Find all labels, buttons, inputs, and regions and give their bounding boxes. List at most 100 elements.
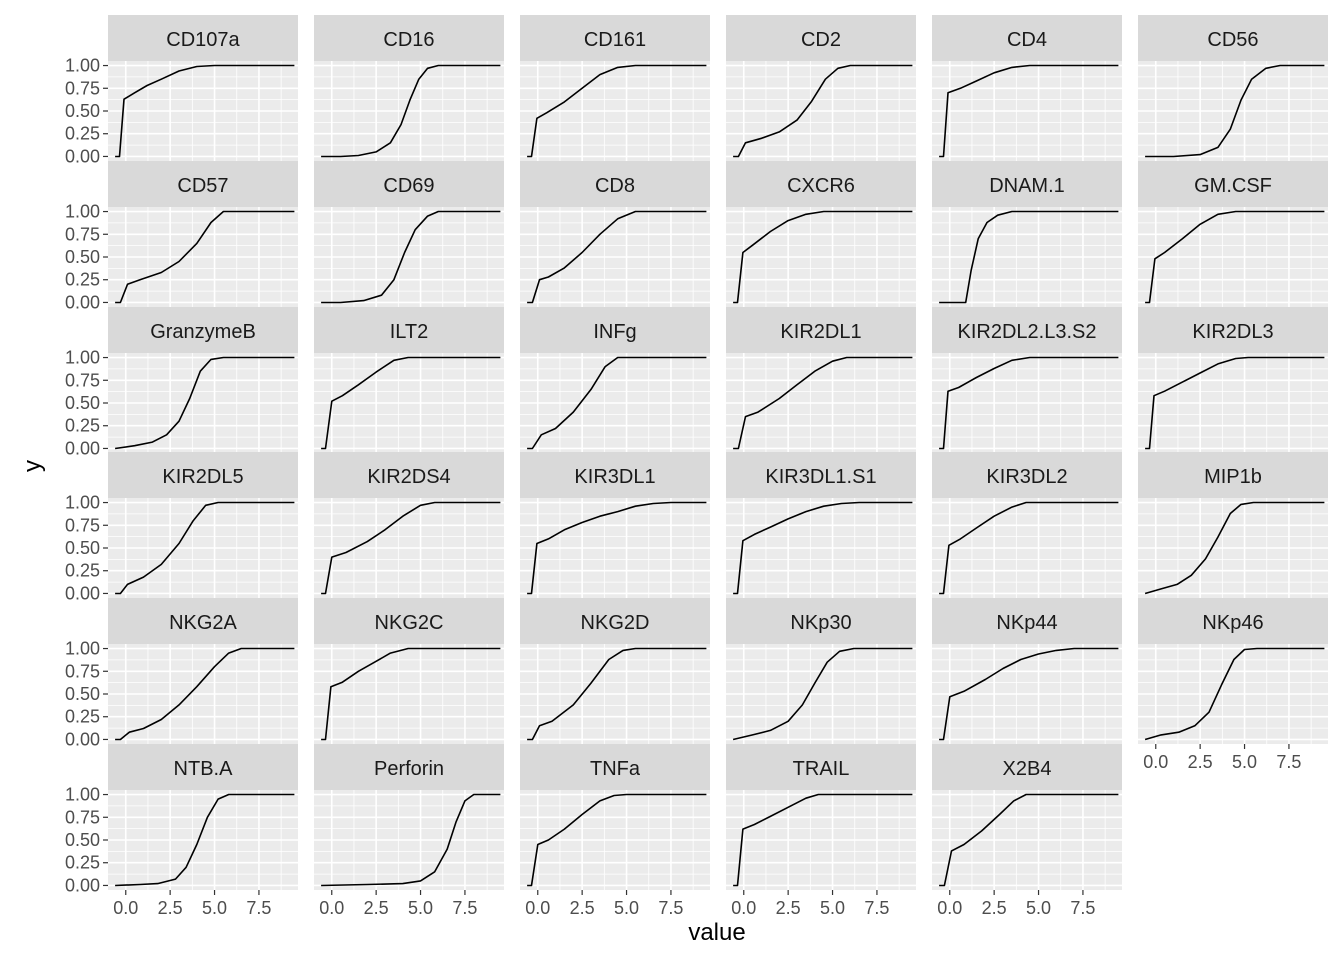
facet-panel: X2B4 0.0 2.5 5.0 7.5: [932, 744, 1122, 918]
cdf-line: [527, 356, 707, 450]
facet-strip-label: NKp46: [1202, 612, 1263, 634]
facet-panel: NKp44: [932, 598, 1122, 744]
facet-strip: [726, 598, 916, 644]
cdf-line: [939, 64, 1119, 158]
x-tick-label: 7.5: [452, 898, 477, 918]
facet-strip-label: KIR3DL2: [986, 466, 1067, 488]
cdf-line: [733, 210, 913, 304]
facet-strip-label: CD161: [584, 29, 646, 51]
facet-strip-label: NKp44: [996, 612, 1057, 634]
facet-panel: DNAM.1: [932, 161, 1122, 307]
y-tick-label: 0.75: [65, 661, 100, 681]
cdf-line: [732, 647, 913, 741]
x-tick-label: 0.0: [937, 898, 962, 918]
y-tick-label: 0.00: [65, 438, 100, 458]
facet-strip-label: NKG2D: [581, 612, 650, 634]
facet-panel: KIR3DL1.S1: [726, 452, 916, 598]
cdf-line: [527, 647, 707, 741]
cdf-line: [115, 793, 295, 887]
facet-panel: GranzymeB 0.000.25 0.50 0.751.00: [65, 307, 298, 458]
y-tick-label: 1.00: [65, 56, 100, 76]
x-tick-label: 0.0: [731, 898, 756, 918]
y-tick-label: 1.00: [65, 785, 100, 805]
facet-strip: [314, 307, 504, 353]
cdf-line: [1144, 501, 1325, 595]
facet-strip: [932, 161, 1122, 207]
cdf-line: [321, 210, 501, 304]
facet-strip: [520, 744, 710, 790]
facet-strip-label: INFg: [593, 321, 636, 343]
facet-strip: [108, 452, 298, 498]
cdf-line: [527, 793, 707, 887]
cdf-line: [321, 356, 501, 450]
facet-panel: Perforin 0.0 2.5 5.0 7.5: [314, 744, 504, 918]
facet-strip: [932, 15, 1122, 61]
facet-panel: NKG2C: [314, 598, 504, 744]
x-tick-label: 0.0: [525, 898, 550, 918]
facet-panel: CD56: [1138, 15, 1328, 161]
facet-panel: TNFa 0.0 2.5 5.0 7.5: [520, 744, 710, 918]
facet-strip-label: KIR2DS4: [367, 466, 450, 488]
cdf-line: [527, 501, 707, 595]
facet-panel: CD161: [520, 15, 710, 161]
cdf-line: [321, 647, 501, 741]
facet-panel: NKp30: [726, 598, 916, 744]
y-tick-label: 0.00: [65, 292, 100, 312]
x-tick-label: 2.5: [982, 898, 1007, 918]
facet-panel: MIP1b: [1138, 452, 1328, 598]
y-tick-label: 0.50: [65, 684, 100, 704]
facet-strip-label: X2B4: [1003, 758, 1052, 780]
cdf-line: [1145, 356, 1325, 450]
y-tick-label: 0.50: [65, 247, 100, 267]
cdf-line: [115, 647, 295, 741]
y-tick-label: 0.25: [65, 561, 100, 581]
cdf-line: [527, 64, 707, 158]
facet-strip-label: TRAIL: [793, 758, 850, 780]
cdf-line: [939, 647, 1119, 741]
cdf-line: [939, 210, 1119, 304]
x-tick-label: 5.0: [408, 898, 433, 918]
y-tick-label: 1.00: [65, 202, 100, 222]
facet-panel: KIR2DL5 0.000.25 0.50 0.751.00: [65, 452, 298, 603]
facet-panel: KIR2DL2.L3.S2: [932, 307, 1122, 453]
y-tick-label: 0.75: [65, 78, 100, 98]
x-tick-label: 2.5: [1188, 752, 1213, 772]
cdf-line: [115, 64, 295, 158]
facet-strip: [726, 452, 916, 498]
facet-panel: CD2: [726, 15, 916, 161]
x-tick-label: 7.5: [1276, 752, 1301, 772]
facet-panel: KIR2DL1: [726, 307, 916, 453]
facet-strip: [520, 307, 710, 353]
facet-strip: [314, 452, 504, 498]
cdf-line: [939, 793, 1119, 887]
facet-panel: INFg: [520, 307, 710, 453]
facet-strip-label: CD56: [1207, 29, 1258, 51]
cdf-line: [527, 210, 707, 304]
y-tick-label: 0.50: [65, 830, 100, 850]
facet-strip-label: CD69: [383, 175, 434, 197]
cdf-line: [321, 793, 501, 887]
x-tick-label: 0.0: [113, 898, 138, 918]
facet-strip: [108, 161, 298, 207]
facet-strip: [520, 15, 710, 61]
facet-panel: GM.CSF: [1138, 161, 1328, 307]
facet-strip-label: CD107a: [166, 29, 240, 51]
y-tick-label: 0.00: [65, 729, 100, 749]
facet-strip: [314, 598, 504, 644]
facet-strip-label: CD8: [595, 175, 635, 197]
facet-panel: KIR3DL2: [932, 452, 1122, 598]
facet-strip: [726, 161, 916, 207]
facet-strip-label: TNFa: [590, 758, 641, 780]
facet-panel: KIR3DL1: [520, 452, 710, 598]
facet-strip-label: GranzymeB: [150, 321, 256, 343]
x-tick-label: 5.0: [1026, 898, 1051, 918]
x-tick-label: 2.5: [570, 898, 595, 918]
x-tick-label: 7.5: [1070, 898, 1095, 918]
facet-strip: [108, 15, 298, 61]
facet-strip: [108, 307, 298, 353]
x-tick-label: 0.0: [319, 898, 344, 918]
y-tick-label: 0.75: [65, 370, 100, 390]
x-tick-label: 2.5: [776, 898, 801, 918]
cdf-line: [733, 793, 913, 887]
